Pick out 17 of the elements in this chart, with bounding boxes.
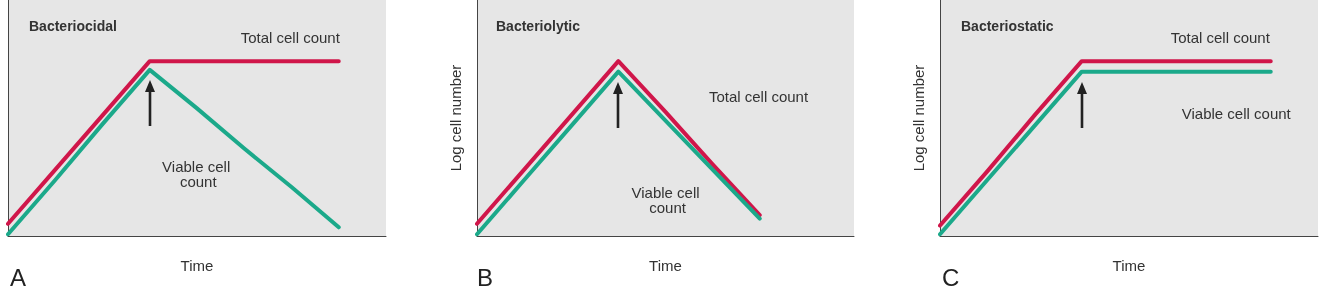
- x-axis-title: Time: [649, 257, 682, 274]
- text: B: [477, 263, 494, 291]
- x-axis-title: Time: [180, 257, 214, 274]
- y-axis-title: Log cell number: [910, 64, 927, 172]
- series-label: Total cell count: [1170, 28, 1271, 46]
- chart-title: Bacteriostatic: [961, 18, 1054, 34]
- series-label: Viable cell count: [162, 157, 235, 190]
- chart-title: Bacteriolytic: [496, 18, 581, 34]
- text: Total cell count: [708, 88, 809, 106]
- series-label: Viable cell count: [631, 183, 704, 216]
- y-axis-title: Log cell number: [447, 64, 464, 172]
- text: C: [942, 263, 960, 291]
- series-label: Total cell count: [240, 28, 341, 46]
- x-axis-title: Time: [1112, 257, 1146, 274]
- text: A: [10, 263, 27, 291]
- text: Viable cell count: [1181, 105, 1292, 123]
- chart-title: Bacteriocidal: [29, 18, 117, 34]
